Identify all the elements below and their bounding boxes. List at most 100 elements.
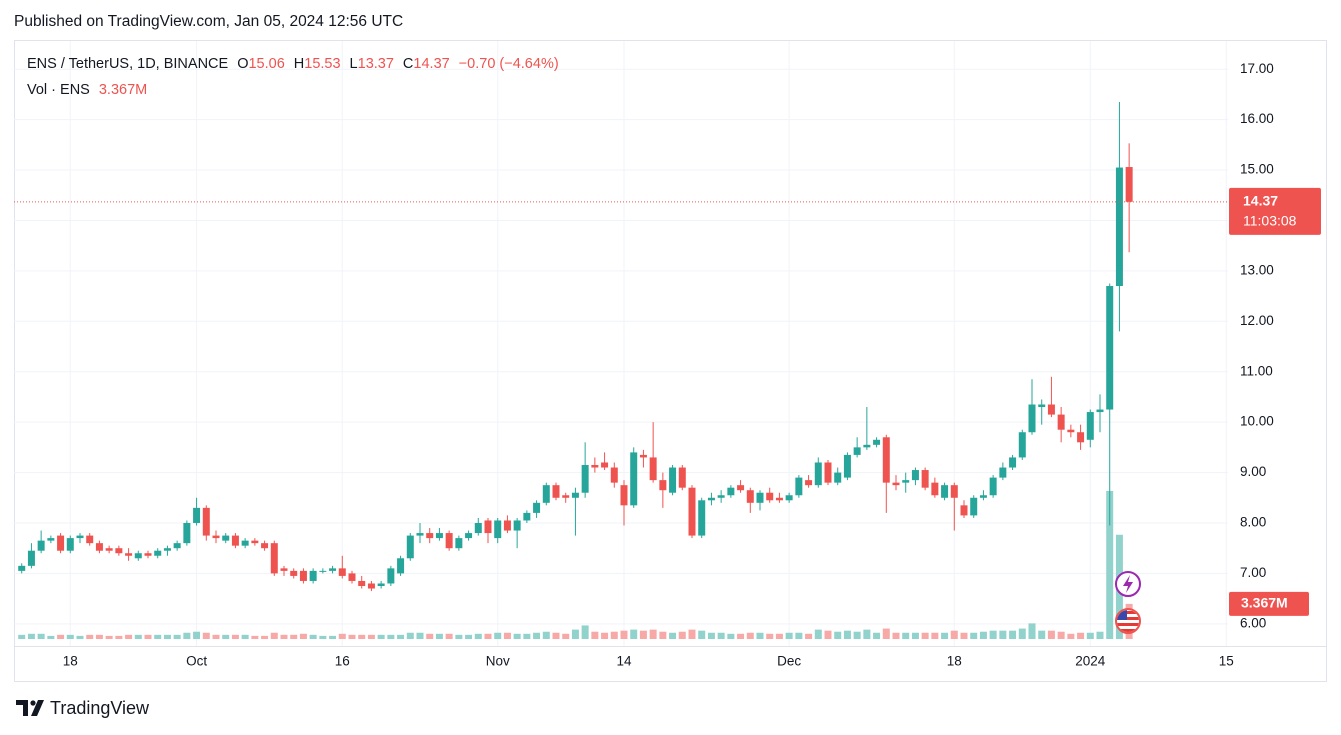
volume-bar bbox=[1096, 631, 1104, 639]
x-tick-label: 14 bbox=[616, 654, 632, 669]
volume-bar bbox=[1038, 630, 1046, 639]
volume-bar bbox=[824, 630, 832, 639]
candle-body bbox=[834, 472, 842, 483]
volume-bar bbox=[134, 634, 142, 639]
candle-body bbox=[115, 548, 123, 554]
candle-body bbox=[435, 533, 443, 539]
candle-body bbox=[1018, 432, 1026, 458]
candle-body bbox=[503, 520, 511, 531]
candle-body bbox=[1125, 167, 1133, 202]
candle-body bbox=[542, 485, 550, 503]
candle-body bbox=[18, 565, 26, 571]
y-tick-label: 17.00 bbox=[1240, 61, 1274, 76]
volume-bar bbox=[231, 634, 239, 639]
candle-body bbox=[843, 454, 851, 478]
volume-bar bbox=[416, 632, 424, 639]
volume-bar bbox=[649, 629, 657, 639]
candle-body bbox=[377, 583, 385, 587]
candle-body bbox=[1038, 404, 1046, 408]
x-tick-label: Dec bbox=[777, 654, 801, 669]
candle-body bbox=[319, 570, 327, 572]
x-tick-label: 16 bbox=[335, 654, 350, 669]
volume-bar bbox=[86, 634, 94, 639]
volume-bar bbox=[756, 632, 764, 639]
candle-body bbox=[707, 497, 715, 501]
candle-body bbox=[766, 492, 774, 501]
volume-bar bbox=[338, 633, 346, 639]
candle-body bbox=[86, 535, 94, 544]
candle-body bbox=[261, 543, 269, 549]
candle-body bbox=[785, 495, 793, 501]
volume-bar bbox=[571, 629, 579, 639]
volume-bar bbox=[999, 630, 1007, 639]
volume-bar bbox=[144, 634, 152, 639]
volume-bar bbox=[66, 634, 74, 639]
volume-bar bbox=[261, 635, 269, 639]
flag-ring[interactable] bbox=[1115, 608, 1141, 634]
candle-body bbox=[523, 512, 531, 521]
volume-bar bbox=[57, 634, 65, 639]
candle-body bbox=[455, 538, 463, 549]
volume-bar bbox=[775, 633, 783, 639]
candle-body bbox=[358, 580, 366, 587]
candle-body bbox=[231, 535, 239, 546]
volume-bar bbox=[581, 625, 589, 639]
volume-bar bbox=[503, 632, 511, 639]
logo-mark bbox=[16, 700, 28, 716]
volume-bar bbox=[960, 632, 968, 639]
candle-body bbox=[348, 573, 356, 581]
legend-ohlc: ENS / TetherUS, 1D, BINANCE O15.06 H15.53 L… bbox=[27, 56, 559, 72]
volume-bar bbox=[299, 633, 307, 639]
volume-bar bbox=[241, 634, 249, 639]
volume-bar bbox=[445, 633, 453, 639]
volume-bar bbox=[863, 629, 871, 639]
candle-body bbox=[222, 535, 230, 541]
candle-body bbox=[95, 543, 103, 551]
candle-body bbox=[1028, 404, 1036, 433]
volume-bar bbox=[125, 634, 133, 639]
candle-body bbox=[183, 522, 191, 544]
candle-body bbox=[737, 485, 745, 491]
volume-bar bbox=[1018, 628, 1026, 639]
volume-bar bbox=[601, 632, 609, 639]
volume-bar bbox=[717, 632, 725, 639]
flag-stripe bbox=[1117, 623, 1139, 626]
volume-title: Vol · ENS bbox=[27, 82, 90, 98]
candle-body bbox=[66, 538, 74, 551]
candle-body bbox=[571, 492, 579, 498]
candle-body bbox=[47, 538, 55, 541]
candle-body bbox=[484, 520, 492, 534]
volume-bar bbox=[397, 634, 405, 639]
flag-stripe bbox=[1117, 617, 1139, 620]
ohlc-value: 15.53 bbox=[304, 56, 340, 72]
candle-body bbox=[746, 490, 754, 503]
lightning[interactable] bbox=[1123, 575, 1133, 593]
price-tag-value: 14.37 bbox=[1243, 193, 1278, 209]
volume-bar bbox=[27, 633, 35, 639]
x-tick-label: 18 bbox=[63, 654, 78, 669]
y-tick-label: 6.00 bbox=[1240, 615, 1266, 630]
country-event-icon[interactable] bbox=[1115, 608, 1141, 634]
x-tick-label: Nov bbox=[486, 654, 510, 669]
y-tick-label: 11.00 bbox=[1240, 363, 1273, 378]
candle-body bbox=[173, 543, 181, 549]
y-tick-label: 15.00 bbox=[1240, 162, 1274, 177]
candle-body bbox=[76, 535, 84, 539]
y-tick-label: 10.00 bbox=[1240, 414, 1274, 429]
candle-body bbox=[465, 533, 473, 539]
candle-body bbox=[678, 467, 686, 488]
symbol: ENS / TetherUS, 1D, BINANCE bbox=[27, 56, 229, 72]
event-icon[interactable] bbox=[1115, 571, 1141, 597]
volume-bar bbox=[941, 632, 949, 639]
volume-bar bbox=[902, 632, 910, 639]
candle-body bbox=[105, 548, 113, 551]
candle-body bbox=[1009, 457, 1017, 468]
volume-bar bbox=[222, 634, 230, 639]
volume-bar bbox=[727, 633, 735, 639]
logo-mark bbox=[31, 700, 44, 716]
price-tag bbox=[1229, 187, 1321, 235]
volume-bar bbox=[1009, 630, 1017, 639]
ohlc-value: 13.37 bbox=[358, 56, 394, 72]
candle-body bbox=[649, 457, 657, 481]
change: −0.70 (−4.64%) bbox=[459, 56, 559, 72]
